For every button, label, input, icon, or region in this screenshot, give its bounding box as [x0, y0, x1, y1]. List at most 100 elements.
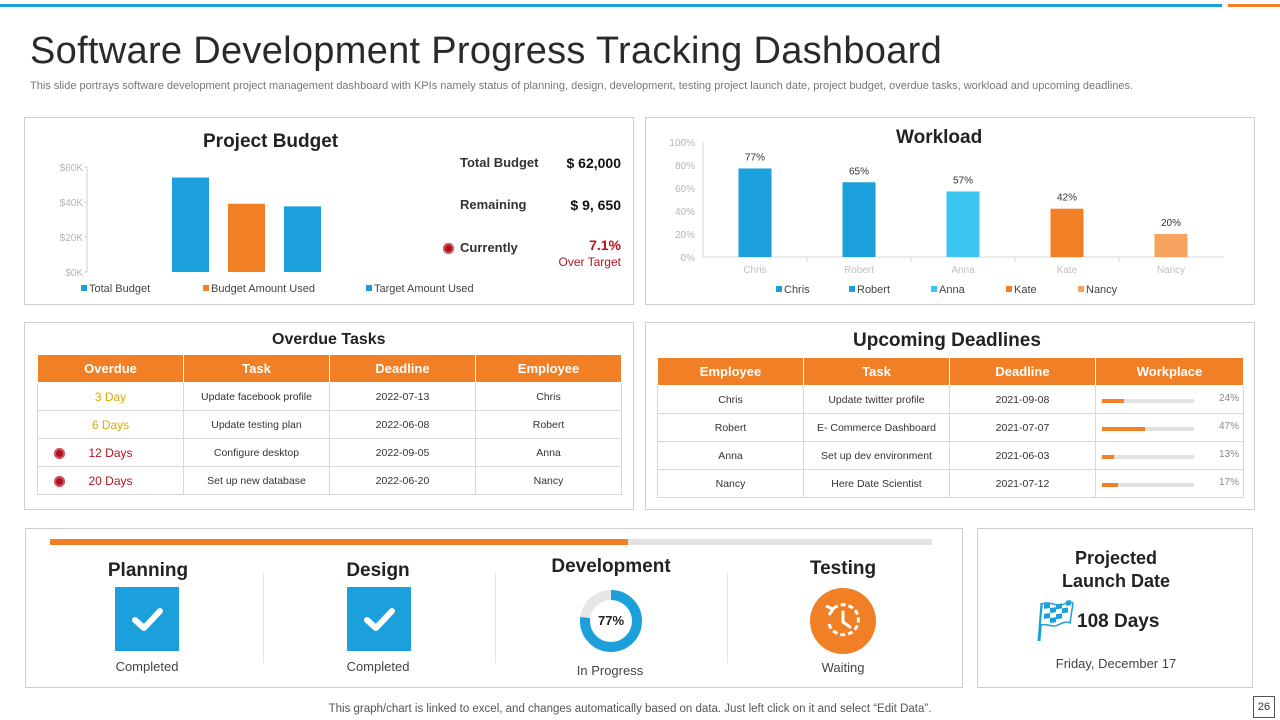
- workplace-progress-bar: [1102, 427, 1194, 431]
- currently-value: 7.1%: [589, 237, 621, 253]
- workplace-cell: 47%: [1095, 413, 1244, 442]
- legend-robert: Robert: [849, 284, 890, 296]
- workplace-progress-bar: [1102, 455, 1194, 459]
- table-row[interactable]: 20 Days Set up new database 2022-06-20 N…: [37, 466, 622, 495]
- phase-divider: [727, 573, 728, 663]
- workplace-progress-fill: [1102, 483, 1118, 487]
- y-tick-label: 60%: [675, 184, 695, 195]
- overdue-tasks-table: Overdue Task Deadline Employee 3 Day Upd…: [37, 354, 622, 495]
- column-header-workplace: Workplace: [1095, 357, 1244, 386]
- legend-swatch: [366, 285, 372, 292]
- launch-title-line1: Projected: [1074, 548, 1158, 568]
- table-row[interactable]: 3 Day Update facebook profile 2022-07-13…: [37, 382, 622, 411]
- overdue-cell: 12 Days: [37, 438, 184, 467]
- phase-testing-status: Waiting: [821, 660, 865, 675]
- legend-label: Budget Amount Used: [211, 283, 315, 295]
- table-row[interactable]: 12 Days Configure desktop 2022-09-05 Ann…: [37, 438, 622, 467]
- phase-development-status: In Progress: [576, 663, 644, 678]
- checkered-flag-icon: [1037, 600, 1074, 642]
- workplace-percent: 47%: [1218, 421, 1239, 432]
- employee-cell: Chris: [657, 385, 804, 414]
- workload-chart[interactable]: 0% 20% 40% 60% 80% 100% 77% Chris 65% Robert 57% An…: [646, 133, 1236, 276]
- table-header-row: Overdue Task Deadline Employee: [37, 354, 622, 383]
- legend-swatch: [931, 286, 937, 293]
- page-subtitle: This slide portrays software development…: [30, 80, 1134, 92]
- legend-label: Nancy: [1086, 284, 1118, 296]
- workplace-percent: 13%: [1218, 449, 1239, 460]
- check-icon: [115, 587, 179, 651]
- column-header-task: Task: [803, 357, 950, 386]
- launch-title-line2: Launch Date: [1061, 571, 1171, 591]
- data-label: 20%: [1161, 218, 1181, 229]
- column-header-overdue: Overdue: [37, 354, 184, 383]
- overdue-days: 6 Days: [91, 417, 130, 432]
- workplace-progress-bar: [1102, 483, 1194, 487]
- workload-panel: Workload 0% 20% 40% 60% 80% 100% 77% Chris 65% Ro…: [645, 117, 1255, 305]
- critical-dot-icon: [54, 448, 65, 459]
- legend-label: Target Amount Used: [374, 283, 474, 295]
- total-budget-label: Total Budget: [460, 155, 539, 170]
- legend-chris: Chris: [776, 284, 810, 296]
- project-budget-panel: Project Budget $0K $20K $40K $60K Total Bud…: [24, 117, 634, 305]
- top-accent-bar-blue: [0, 4, 1222, 7]
- table-row[interactable]: 6 Days Update testing plan 2022-06-08 Ro…: [37, 410, 622, 439]
- data-label: 42%: [1057, 193, 1077, 204]
- flag-checks: [1044, 600, 1071, 624]
- column-header-employee: Employee: [657, 357, 804, 386]
- legend-total-budget: Total Budget: [81, 283, 150, 295]
- table-row[interactable]: Anna Set up dev environment 2021-06-03 1…: [657, 441, 1244, 470]
- overdue-cell: 3 Day: [37, 382, 184, 411]
- legend-swatch: [203, 285, 209, 292]
- y-tick-label: $40K: [60, 198, 84, 209]
- legend-nancy: Nancy: [1078, 284, 1117, 296]
- task-cell: Update facebook profile: [183, 382, 330, 411]
- legend-label: Anna: [939, 284, 965, 296]
- x-tick-label: Anna: [951, 265, 975, 276]
- project-budget-chart[interactable]: $0K $20K $40K $60K: [25, 148, 345, 288]
- overdue-tasks-panel: Overdue Tasks Overdue Task Deadline Empl…: [24, 322, 634, 510]
- data-label: 77%: [745, 152, 765, 163]
- phase-planning-status: Completed: [115, 659, 179, 674]
- table-row[interactable]: Nancy Here Date Scientist 2021-07-12 17%: [657, 469, 1244, 498]
- workload-bar: [738, 168, 772, 257]
- legend-kate: Kate: [1006, 284, 1037, 296]
- legend-label: Robert: [857, 284, 891, 296]
- workplace-percent: 17%: [1218, 477, 1239, 488]
- deadline-cell: 2022-06-08: [329, 410, 476, 439]
- phase-design-status: Completed: [346, 659, 410, 674]
- x-tick-label: Robert: [844, 265, 874, 276]
- employee-cell: Nancy: [475, 466, 622, 495]
- table-row[interactable]: Robert E- Commerce Dashboard 2021-07-07 …: [657, 413, 1244, 442]
- phase-testing-title: Testing: [809, 558, 877, 579]
- launch-days-remaining: 108 Days: [1077, 611, 1160, 632]
- overall-progress-fill: [50, 539, 628, 545]
- legend-label: Chris: [784, 284, 810, 296]
- table-row[interactable]: Chris Update twitter profile 2021-09-08 …: [657, 385, 1244, 414]
- y-tick-label: 100%: [669, 138, 695, 149]
- employee-cell: Nancy: [657, 469, 804, 498]
- deadline-cell: 2021-09-08: [949, 385, 1096, 414]
- footer-note: This graph/chart is linked to excel, and…: [328, 703, 932, 715]
- phase-design-title: Design: [346, 560, 410, 581]
- upcoming-deadlines-title: Upcoming Deadlines: [853, 330, 1041, 351]
- task-cell: Update twitter profile: [803, 385, 950, 414]
- data-label: 57%: [953, 175, 973, 186]
- x-tick-label: Nancy: [1157, 265, 1185, 276]
- phase-divider: [263, 573, 264, 663]
- page-title: Software Development Progress Tracking D…: [30, 30, 943, 72]
- check-icon-glyph: [364, 608, 395, 631]
- workload-bar: [946, 191, 980, 257]
- progress-ring-label: 77%: [598, 613, 624, 628]
- legend-label: Kate: [1014, 284, 1037, 296]
- legend-anna: Anna: [931, 284, 965, 296]
- progress-ring-icon: 77%: [580, 590, 642, 652]
- deadline-cell: 2021-06-03: [949, 441, 1096, 470]
- legend-budget-amount-used: Budget Amount Used: [203, 283, 315, 295]
- overdue-cell: 20 Days: [37, 466, 184, 495]
- x-tick-label: Kate: [1057, 265, 1078, 276]
- employee-cell: Robert: [657, 413, 804, 442]
- budget-bar: [228, 203, 265, 272]
- y-tick-label: 20%: [675, 230, 695, 241]
- clock-refresh-arc: [827, 603, 860, 637]
- workplace-progress-bar: [1102, 399, 1194, 403]
